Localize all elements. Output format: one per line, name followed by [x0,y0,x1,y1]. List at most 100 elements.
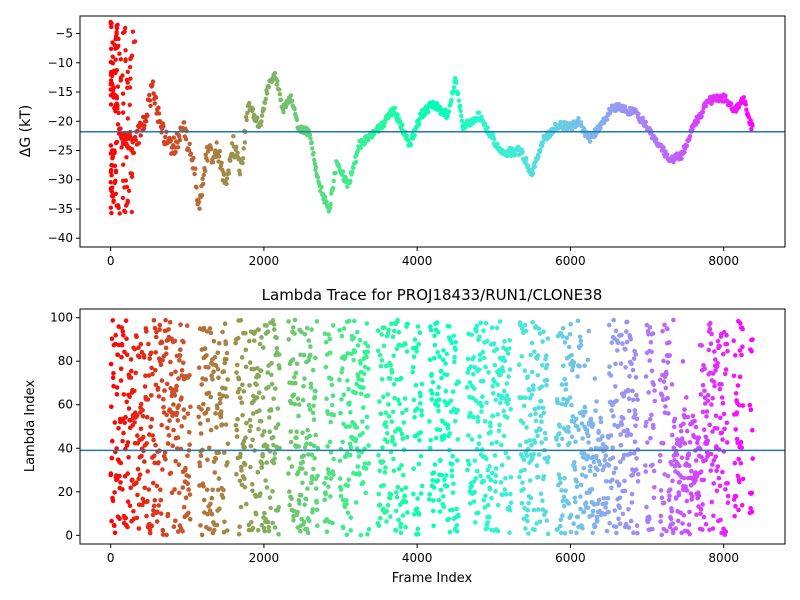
lambda-point [508,491,513,497]
lambda-point [647,358,652,363]
delta-g-point [172,145,178,150]
lambda-point [539,384,545,389]
lambda-point [447,431,453,436]
lambda-point [347,441,353,447]
lambda-point [109,404,114,410]
lambda-point [568,529,574,535]
lambda-point [112,490,117,495]
lambda-point [723,529,729,535]
lambda-point [155,509,160,515]
lambda-point [467,462,472,467]
lambda-point [136,345,141,351]
lambda-point [256,426,261,432]
lambda-point [415,531,421,537]
lambda-point [471,499,477,504]
lambda-point [269,372,274,378]
lambda-point [492,379,497,385]
delta-g-point [318,188,323,194]
lambda-point [692,418,697,424]
lambda-point [130,477,135,483]
lambda-point [594,514,600,520]
lambda-point [122,420,127,426]
lambda-point [400,513,406,518]
lambda-point [311,443,317,449]
lambda-point [218,396,223,402]
delta-g-y-tick-label-1: −35 [48,202,73,216]
lambda-point [384,431,390,436]
lambda-point [670,521,675,526]
delta-g-point [744,107,749,112]
lambda-point [651,468,657,474]
lambda-point [687,509,692,515]
lambda-point [609,408,614,413]
lambda-point [411,354,417,360]
lambda-point [556,472,562,478]
lambda-point [299,466,305,471]
lambda-point [383,465,388,470]
delta-g-point [654,137,659,142]
delta-g-point [221,172,227,177]
lambda-point [740,476,746,482]
lambda-point [395,484,401,490]
lambda-point [266,384,271,390]
lambda-point [724,420,730,426]
lambda-point [403,524,408,530]
lambda-point [559,382,565,387]
lambda-point [347,424,353,429]
lambda-point [337,377,342,383]
lambda-point [630,388,635,394]
delta-g-point [307,132,313,137]
lambda-point [712,383,717,389]
lambda-point [379,358,385,363]
lambda-point [388,492,394,498]
delta-g-point [118,57,124,62]
lambda-point [617,521,623,526]
lambda-point [701,477,707,483]
delta-g-point [133,137,138,143]
lambda-point [300,397,306,403]
lambda-point [247,383,252,388]
lambda-point [681,513,687,518]
lambda-point [286,471,291,476]
lambda-point [187,373,192,378]
lambda-point [604,479,609,484]
lambda-point [175,418,181,423]
lambda-point [383,363,389,369]
lambda-point [305,530,311,536]
lambda-point [696,435,701,440]
lambda-point [327,350,333,356]
lambda-point [414,506,420,512]
lambda-point [158,497,164,503]
lambda-point [223,341,229,347]
lambda-point [632,408,638,413]
lambda-point [567,440,572,446]
lambda-point [152,460,157,466]
lambda-point [714,364,720,370]
lambda-point [161,396,166,402]
lambda-point [483,364,488,370]
lambda-point [378,363,384,369]
lambda-point [411,491,416,497]
lambda-point [415,526,421,532]
delta-g-y-ticks: −40−35−30−25−20−15−10−5 [48,27,80,245]
lambda-point [714,444,719,449]
lambda-point [172,487,177,492]
lambda-point [363,490,369,496]
lambda-point [613,361,618,367]
lambda-point [248,464,253,470]
lambda-point [396,517,401,523]
lambda-point [603,505,608,510]
lambda-point [244,501,249,507]
lambda-point [233,423,239,428]
delta-g-point [665,152,670,157]
delta-g-point [426,109,431,115]
delta-g-point [123,57,128,62]
lambda-point [557,476,563,481]
lambda-point [701,362,706,368]
lambda-point [243,347,249,353]
lambda-point [666,497,672,503]
delta-g-point [193,166,198,171]
lambda-point [682,407,687,412]
lambda-point [288,439,294,445]
